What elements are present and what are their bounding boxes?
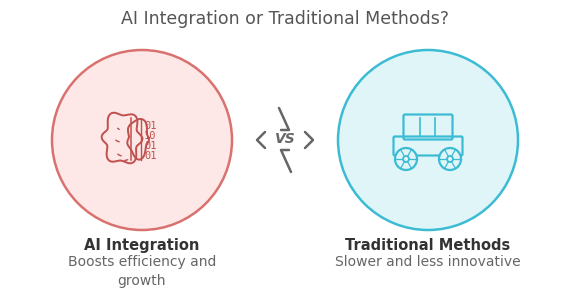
Text: 01: 01 [144,121,157,131]
Circle shape [439,148,461,170]
Text: AI Integration or Traditional Methods?: AI Integration or Traditional Methods? [121,10,449,28]
Text: AI Integration: AI Integration [84,238,200,253]
Text: 01: 01 [144,141,157,151]
Text: VS: VS [275,132,295,146]
Text: 10: 10 [144,131,157,141]
Circle shape [395,148,417,170]
Text: 01: 01 [144,151,157,161]
Circle shape [52,50,232,230]
Polygon shape [127,119,149,160]
Text: Slower and less innovative: Slower and less innovative [335,255,521,269]
Text: Traditional Methods: Traditional Methods [345,238,511,253]
Circle shape [338,50,518,230]
Text: Boosts efficiency and
growth: Boosts efficiency and growth [68,255,216,288]
Polygon shape [101,113,142,163]
